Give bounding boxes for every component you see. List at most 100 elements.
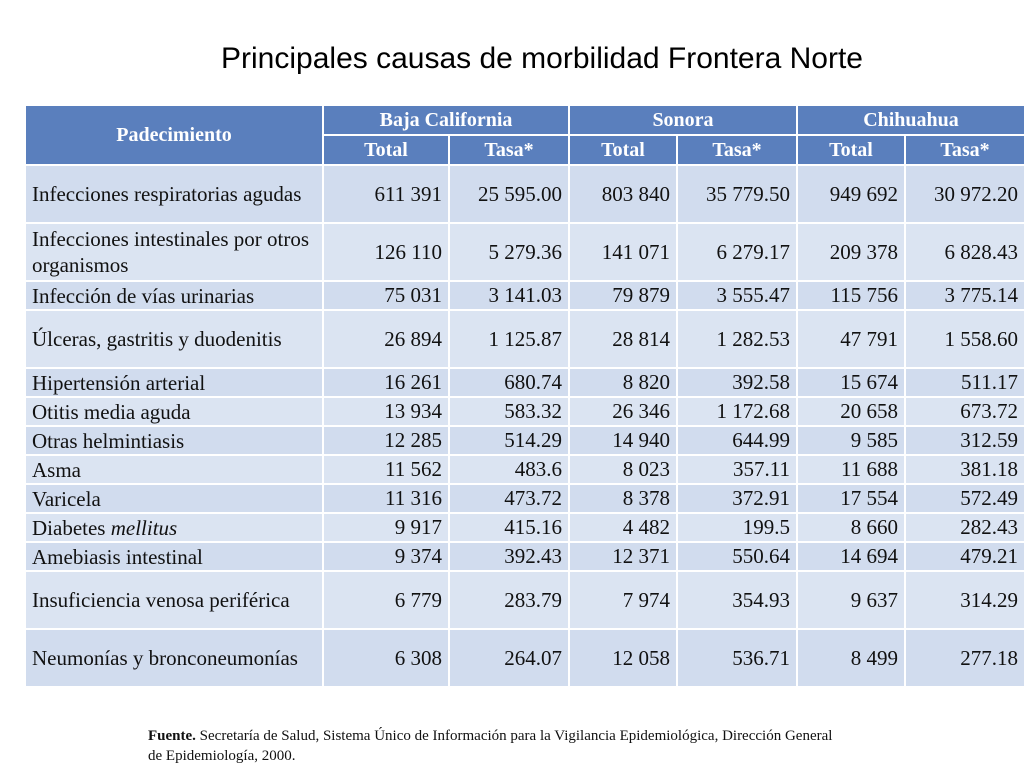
cell-tasa: 6 279.17 (676, 222, 798, 282)
cell-total: 14 940 (568, 425, 678, 456)
table-row: Infecciones respiratorias agudas 611 391… (24, 164, 1024, 224)
disease-name: Insuficiencia venosa periférica (24, 570, 324, 630)
cell-total: 9 374 (322, 541, 450, 572)
header-tasa: Tasa* (676, 134, 798, 166)
disease-name: Infecciones intestinales por otros organ… (24, 222, 324, 282)
disease-name: Otras helmintiasis (24, 425, 324, 456)
disease-name: Amebiasis intestinal (24, 541, 324, 572)
cell-total: 20 658 (796, 396, 906, 427)
cell-tasa: 312.59 (904, 425, 1024, 456)
cell-tasa: 680.74 (448, 367, 570, 398)
disease-name: Otitis media aguda (24, 396, 324, 427)
cell-tasa: 25 595.00 (448, 164, 570, 224)
cell-tasa: 3 141.03 (448, 280, 570, 311)
source-note: Fuente. Secretaría de Salud, Sistema Úni… (148, 726, 848, 766)
cell-total: 611 391 (322, 164, 450, 224)
cell-total: 8 820 (568, 367, 678, 398)
cell-total: 4 482 (568, 512, 678, 543)
source-text: Secretaría de Salud, Sistema Único de In… (148, 728, 833, 764)
cell-total: 9 637 (796, 570, 906, 630)
cell-tasa: 483.6 (448, 454, 570, 485)
cell-total: 75 031 (322, 280, 450, 311)
header-total: Total (796, 134, 906, 166)
cell-total: 7 974 (568, 570, 678, 630)
cell-total: 141 071 (568, 222, 678, 282)
cell-total: 28 814 (568, 309, 678, 369)
cell-tasa: 3 775.14 (904, 280, 1024, 311)
cell-total: 26 894 (322, 309, 450, 369)
cell-total: 17 554 (796, 483, 906, 514)
cell-tasa: 536.71 (676, 628, 798, 688)
header-disease: Padecimiento (24, 104, 324, 166)
cell-tasa: 473.72 (448, 483, 570, 514)
cell-tasa: 514.29 (448, 425, 570, 456)
cell-tasa: 30 972.20 (904, 164, 1024, 224)
header-tasa: Tasa* (904, 134, 1024, 166)
disease-name: Hipertensión arterial (24, 367, 324, 398)
cell-total: 6 779 (322, 570, 450, 630)
table-row: Varicela 11 316 473.72 8 378 372.91 17 5… (24, 483, 1024, 514)
cell-tasa: 673.72 (904, 396, 1024, 427)
table-row: Úlceras, gastritis y duodenitis 26 894 1… (24, 309, 1024, 369)
cell-tasa: 6 828.43 (904, 222, 1024, 282)
cell-tasa: 282.43 (904, 512, 1024, 543)
disease-name-main: Diabetes (32, 515, 111, 540)
header-region-sonora: Sonora (568, 104, 798, 136)
cell-tasa: 357.11 (676, 454, 798, 485)
cell-total: 8 660 (796, 512, 906, 543)
cell-total: 115 756 (796, 280, 906, 311)
disease-name: Asma (24, 454, 324, 485)
cell-total: 9 585 (796, 425, 906, 456)
cell-tasa: 583.32 (448, 396, 570, 427)
slide-title: Principales causas de morbilidad Fronter… (221, 42, 863, 75)
cell-total: 12 058 (568, 628, 678, 688)
disease-name-italic: mellitus (110, 515, 178, 540)
table-row: Hipertensión arterial 16 261 680.74 8 82… (24, 367, 1024, 398)
disease-name: Infecciones respiratorias agudas (24, 164, 324, 224)
header-region-baja-california: Baja California (322, 104, 570, 136)
table-row: Asma 11 562 483.6 8 023 357.11 11 688 38… (24, 454, 1024, 485)
cell-total: 8 499 (796, 628, 906, 688)
cell-total: 8 023 (568, 454, 678, 485)
cell-tasa: 5 279.36 (448, 222, 570, 282)
cell-tasa: 479.21 (904, 541, 1024, 572)
header-region-chihuahua: Chihuahua (796, 104, 1024, 136)
cell-tasa: 1 282.53 (676, 309, 798, 369)
cell-tasa: 392.43 (448, 541, 570, 572)
cell-tasa: 354.93 (676, 570, 798, 630)
cell-tasa: 381.18 (904, 454, 1024, 485)
cell-tasa: 264.07 (448, 628, 570, 688)
cell-total: 79 879 (568, 280, 678, 311)
cell-total: 126 110 (322, 222, 450, 282)
table-row: Otras helmintiasis 12 285 514.29 14 940 … (24, 425, 1024, 456)
disease-name: Varicela (24, 483, 324, 514)
cell-total: 12 371 (568, 541, 678, 572)
cell-total: 47 791 (796, 309, 906, 369)
cell-tasa: 283.79 (448, 570, 570, 630)
cell-tasa: 372.91 (676, 483, 798, 514)
disease-name: Úlceras, gastritis y duodenitis (24, 309, 324, 369)
table-row: Infección de vías urinarias 75 031 3 141… (24, 280, 1024, 311)
header-total: Total (568, 134, 678, 166)
cell-total: 6 308 (322, 628, 450, 688)
cell-tasa: 35 779.50 (676, 164, 798, 224)
cell-tasa: 392.58 (676, 367, 798, 398)
cell-tasa: 277.18 (904, 628, 1024, 688)
cell-tasa: 3 555.47 (676, 280, 798, 311)
table-row: Amebiasis intestinal 9 374 392.43 12 371… (24, 541, 1024, 572)
cell-tasa: 1 558.60 (904, 309, 1024, 369)
cell-total: 16 261 (322, 367, 450, 398)
cell-total: 14 694 (796, 541, 906, 572)
table-row: Infecciones intestinales por otros organ… (24, 222, 1024, 282)
cell-tasa: 415.16 (448, 512, 570, 543)
header-total: Total (322, 134, 450, 166)
disease-name: Diabetes mellitus (24, 512, 324, 543)
cell-total: 9 917 (322, 512, 450, 543)
table-row: Insuficiencia venosa periférica 6 779 28… (24, 570, 1024, 630)
cell-tasa: 572.49 (904, 483, 1024, 514)
cell-tasa: 550.64 (676, 541, 798, 572)
source-label: Fuente. (148, 728, 196, 744)
disease-name: Infección de vías urinarias (24, 280, 324, 311)
table-row: Diabetes mellitus 9 917 415.16 4 482 199… (24, 512, 1024, 543)
cell-total: 15 674 (796, 367, 906, 398)
